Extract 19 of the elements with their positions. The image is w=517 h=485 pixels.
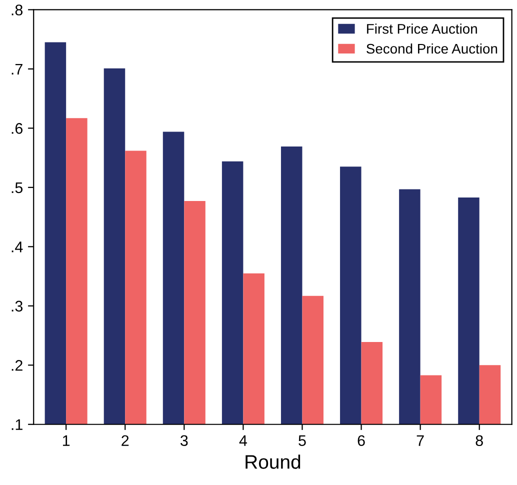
x-tick-label: 5 (298, 435, 306, 446)
x-tick-label: 4 (239, 435, 247, 446)
x-tick-label: 8 (476, 435, 483, 446)
x-tick-label: 7 (416, 435, 424, 446)
x-tick-label: 1 (62, 435, 70, 446)
y-tick-label: .8 (12, 4, 23, 16)
legend-label: First Price Auction (367, 24, 477, 34)
legend-label: Second Price Auction (366, 43, 498, 54)
y-tick-label: .6 (12, 123, 23, 134)
y-tick-label: .7 (12, 64, 22, 74)
x-tick-label: 6 (358, 435, 365, 446)
x-tick-label: 3 (180, 435, 188, 446)
y-tick-label: .4 (12, 242, 23, 252)
y-tick-label: .2 (12, 360, 22, 371)
y-tick-label: .3 (12, 300, 23, 312)
y-tick-label: .1 (12, 419, 22, 430)
y-tick-label: .5 (12, 182, 23, 194)
x-tick-label: 2 (122, 435, 129, 446)
x-axis-title: Round (246, 454, 300, 469)
